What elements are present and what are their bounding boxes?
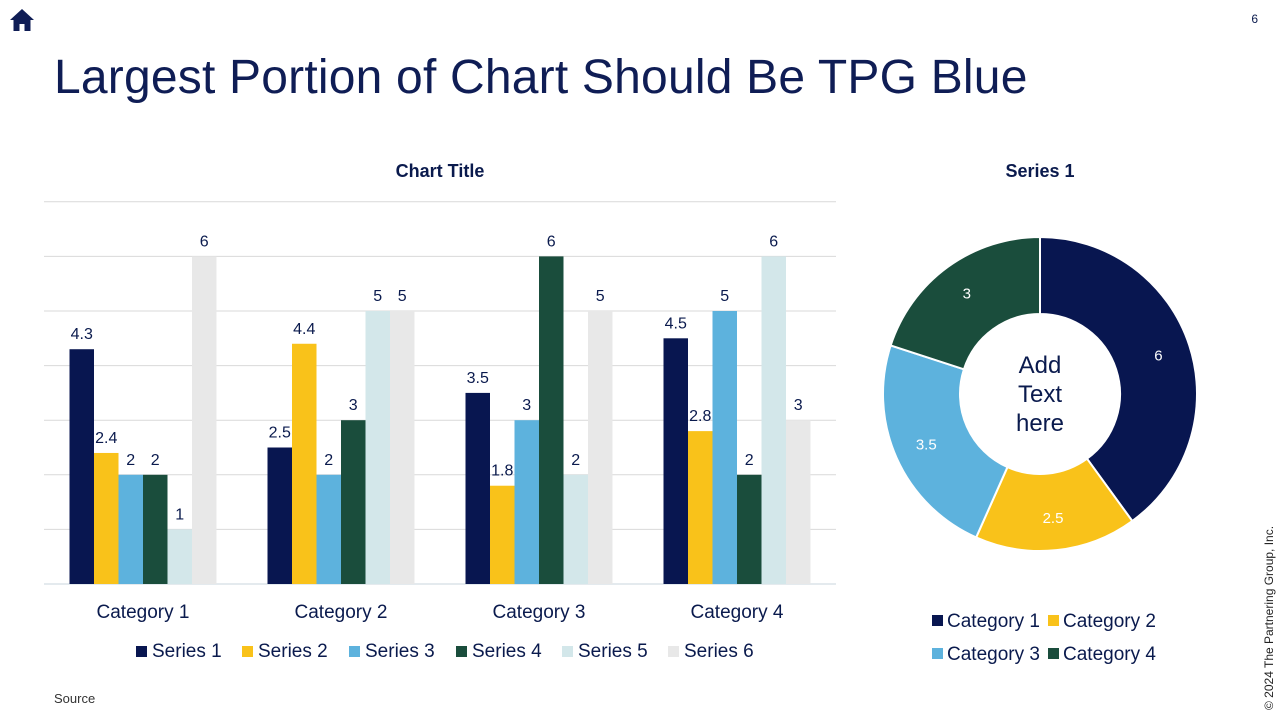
bar-6-3	[588, 311, 613, 584]
x-tick-label: Category 3	[493, 602, 586, 623]
bar-data-label: 6	[200, 233, 209, 250]
bar-data-label: 5	[373, 288, 382, 305]
bar-data-label: 2.8	[689, 408, 711, 425]
bar-data-label: 3	[522, 397, 531, 414]
donut-legend-swatch-2	[1048, 615, 1059, 626]
bar-5-4	[761, 256, 786, 584]
bar-data-label: 2	[571, 452, 580, 469]
bar-data-label: 2	[324, 452, 333, 469]
bar-2-2	[292, 343, 317, 584]
legend-label: Series 3	[365, 641, 435, 662]
x-tick-label: Category 2	[295, 602, 388, 623]
page-title: Largest Portion of Chart Should Be TPG B…	[54, 51, 1028, 104]
donut-data-label: 6	[1154, 348, 1162, 365]
donut-center-text: Add	[1019, 352, 1062, 379]
bar-1-2	[267, 447, 292, 584]
legend-swatch-series-1	[136, 646, 147, 657]
bar-data-label: 5	[398, 288, 407, 305]
x-tick-label: Category 4	[691, 602, 784, 623]
legend-swatch-series-4	[456, 646, 467, 657]
bar-1-4	[663, 338, 688, 584]
bar-data-label: 2.5	[269, 425, 291, 442]
donut-legend-swatch-4	[1048, 648, 1059, 659]
bar-5-3	[563, 474, 588, 584]
legend-label: Series 6	[684, 641, 754, 662]
legend-swatch-series-2	[242, 646, 253, 657]
bar-3-3	[514, 420, 539, 584]
bar-3-1	[118, 474, 143, 584]
donut-center-text: here	[1016, 410, 1064, 437]
donut-data-label: 2.5	[1043, 510, 1064, 527]
donut-legend-swatch-1	[932, 615, 943, 626]
home-icon[interactable]	[8, 6, 36, 34]
legend-label: Series 4	[472, 641, 542, 662]
bar-1-3	[465, 392, 490, 584]
legend-label: Series 2	[258, 641, 328, 662]
bar-4-4	[737, 474, 762, 584]
donut-data-label: 3	[963, 285, 971, 302]
bar-chart-title: Chart Title	[396, 161, 485, 181]
bar-data-label: 2	[151, 452, 160, 469]
bar-data-label: 2	[126, 452, 135, 469]
bar-4-1	[143, 474, 168, 584]
donut-legend-label: Category 2	[1063, 611, 1156, 632]
bar-data-label: 2	[745, 452, 754, 469]
bar-data-label: 5	[596, 288, 605, 305]
donut-slice-3	[882, 344, 1009, 539]
bar-data-label: 3	[794, 397, 803, 414]
bar-data-label: 1	[175, 506, 184, 523]
bar-4-3	[539, 256, 564, 584]
donut-slice-1	[1039, 235, 1198, 523]
x-tick-label: Category 1	[97, 602, 190, 623]
donut-legend-swatch-3	[932, 648, 943, 659]
donut-legend-label: Category 4	[1063, 644, 1156, 665]
bar-6-4	[786, 420, 811, 584]
bar-data-label: 1.8	[491, 463, 513, 480]
legend-swatch-series-3	[349, 646, 360, 657]
bar-data-label: 3.5	[467, 370, 489, 387]
bar-4-2	[341, 420, 366, 584]
bar-data-label: 5	[720, 288, 729, 305]
bar-data-label: 4.5	[665, 315, 687, 332]
bar-data-label: 2.4	[95, 430, 117, 447]
bar-2-4	[688, 431, 713, 584]
donut-chart-title: Series 1	[1005, 161, 1074, 181]
bar-data-label: 6	[769, 233, 778, 250]
donut-legend-label: Category 3	[947, 644, 1040, 665]
source-note: Source	[54, 691, 96, 706]
bar-data-label: 6	[547, 233, 556, 250]
bar-5-1	[167, 529, 192, 584]
copyright-note: © 2024 The Partnering Group, Inc.	[1262, 525, 1276, 710]
bar-3-2	[316, 474, 341, 584]
legend-label: Series 1	[152, 641, 222, 662]
bar-2-3	[490, 485, 515, 584]
bar-1-1	[69, 349, 94, 584]
page-number: 6	[1251, 12, 1258, 26]
legend-label: Series 5	[578, 641, 648, 662]
legend-swatch-series-5	[562, 646, 573, 657]
bar-3-4	[712, 311, 737, 584]
bar-data-label: 4.3	[71, 326, 93, 343]
bar-6-2	[390, 311, 415, 584]
legend-swatch-series-6	[668, 646, 679, 657]
bar-6-1	[192, 256, 217, 584]
donut-legend-label: Category 1	[947, 611, 1040, 632]
donut-data-label: 3.5	[916, 437, 937, 454]
donut-center-text: Text	[1018, 381, 1062, 408]
bar-data-label: 4.4	[293, 321, 315, 338]
bar-data-label: 3	[349, 397, 358, 414]
bar-5-2	[365, 311, 390, 584]
bar-2-1	[94, 452, 119, 584]
donut-slice-4	[889, 235, 1041, 371]
